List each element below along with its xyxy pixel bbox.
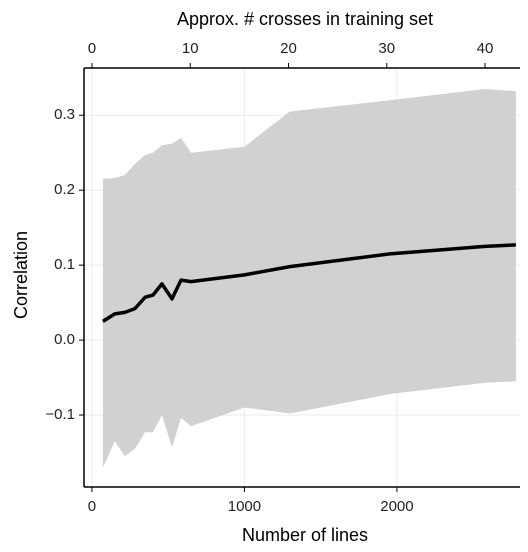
x-axis-title: Number of lines [242,525,368,545]
y-axis-title: Correlation [11,231,31,319]
x2-tick-label: 30 [378,40,395,57]
x2-tick-label: 40 [477,40,494,57]
x2-axis-title: Approx. # crosses in training set [177,9,433,29]
y-tick-label: 0.1 [54,256,75,273]
y-tick-label: 0.0 [54,331,75,348]
x2-tick-label: 20 [280,40,297,57]
line [101,243,516,323]
x-tick-label: 2000 [380,498,413,515]
x2-tick-label: 10 [182,40,199,57]
x-tick-label: 1000 [228,498,261,515]
x2-tick-label: 0 [88,40,96,57]
y-tick-label: 0.3 [54,106,75,123]
y-tick-label: 0.2 [54,181,75,198]
confidence-band [102,88,516,468]
x-tick-label: 0 [88,498,96,515]
y-tick-label: −0.1 [45,406,75,423]
